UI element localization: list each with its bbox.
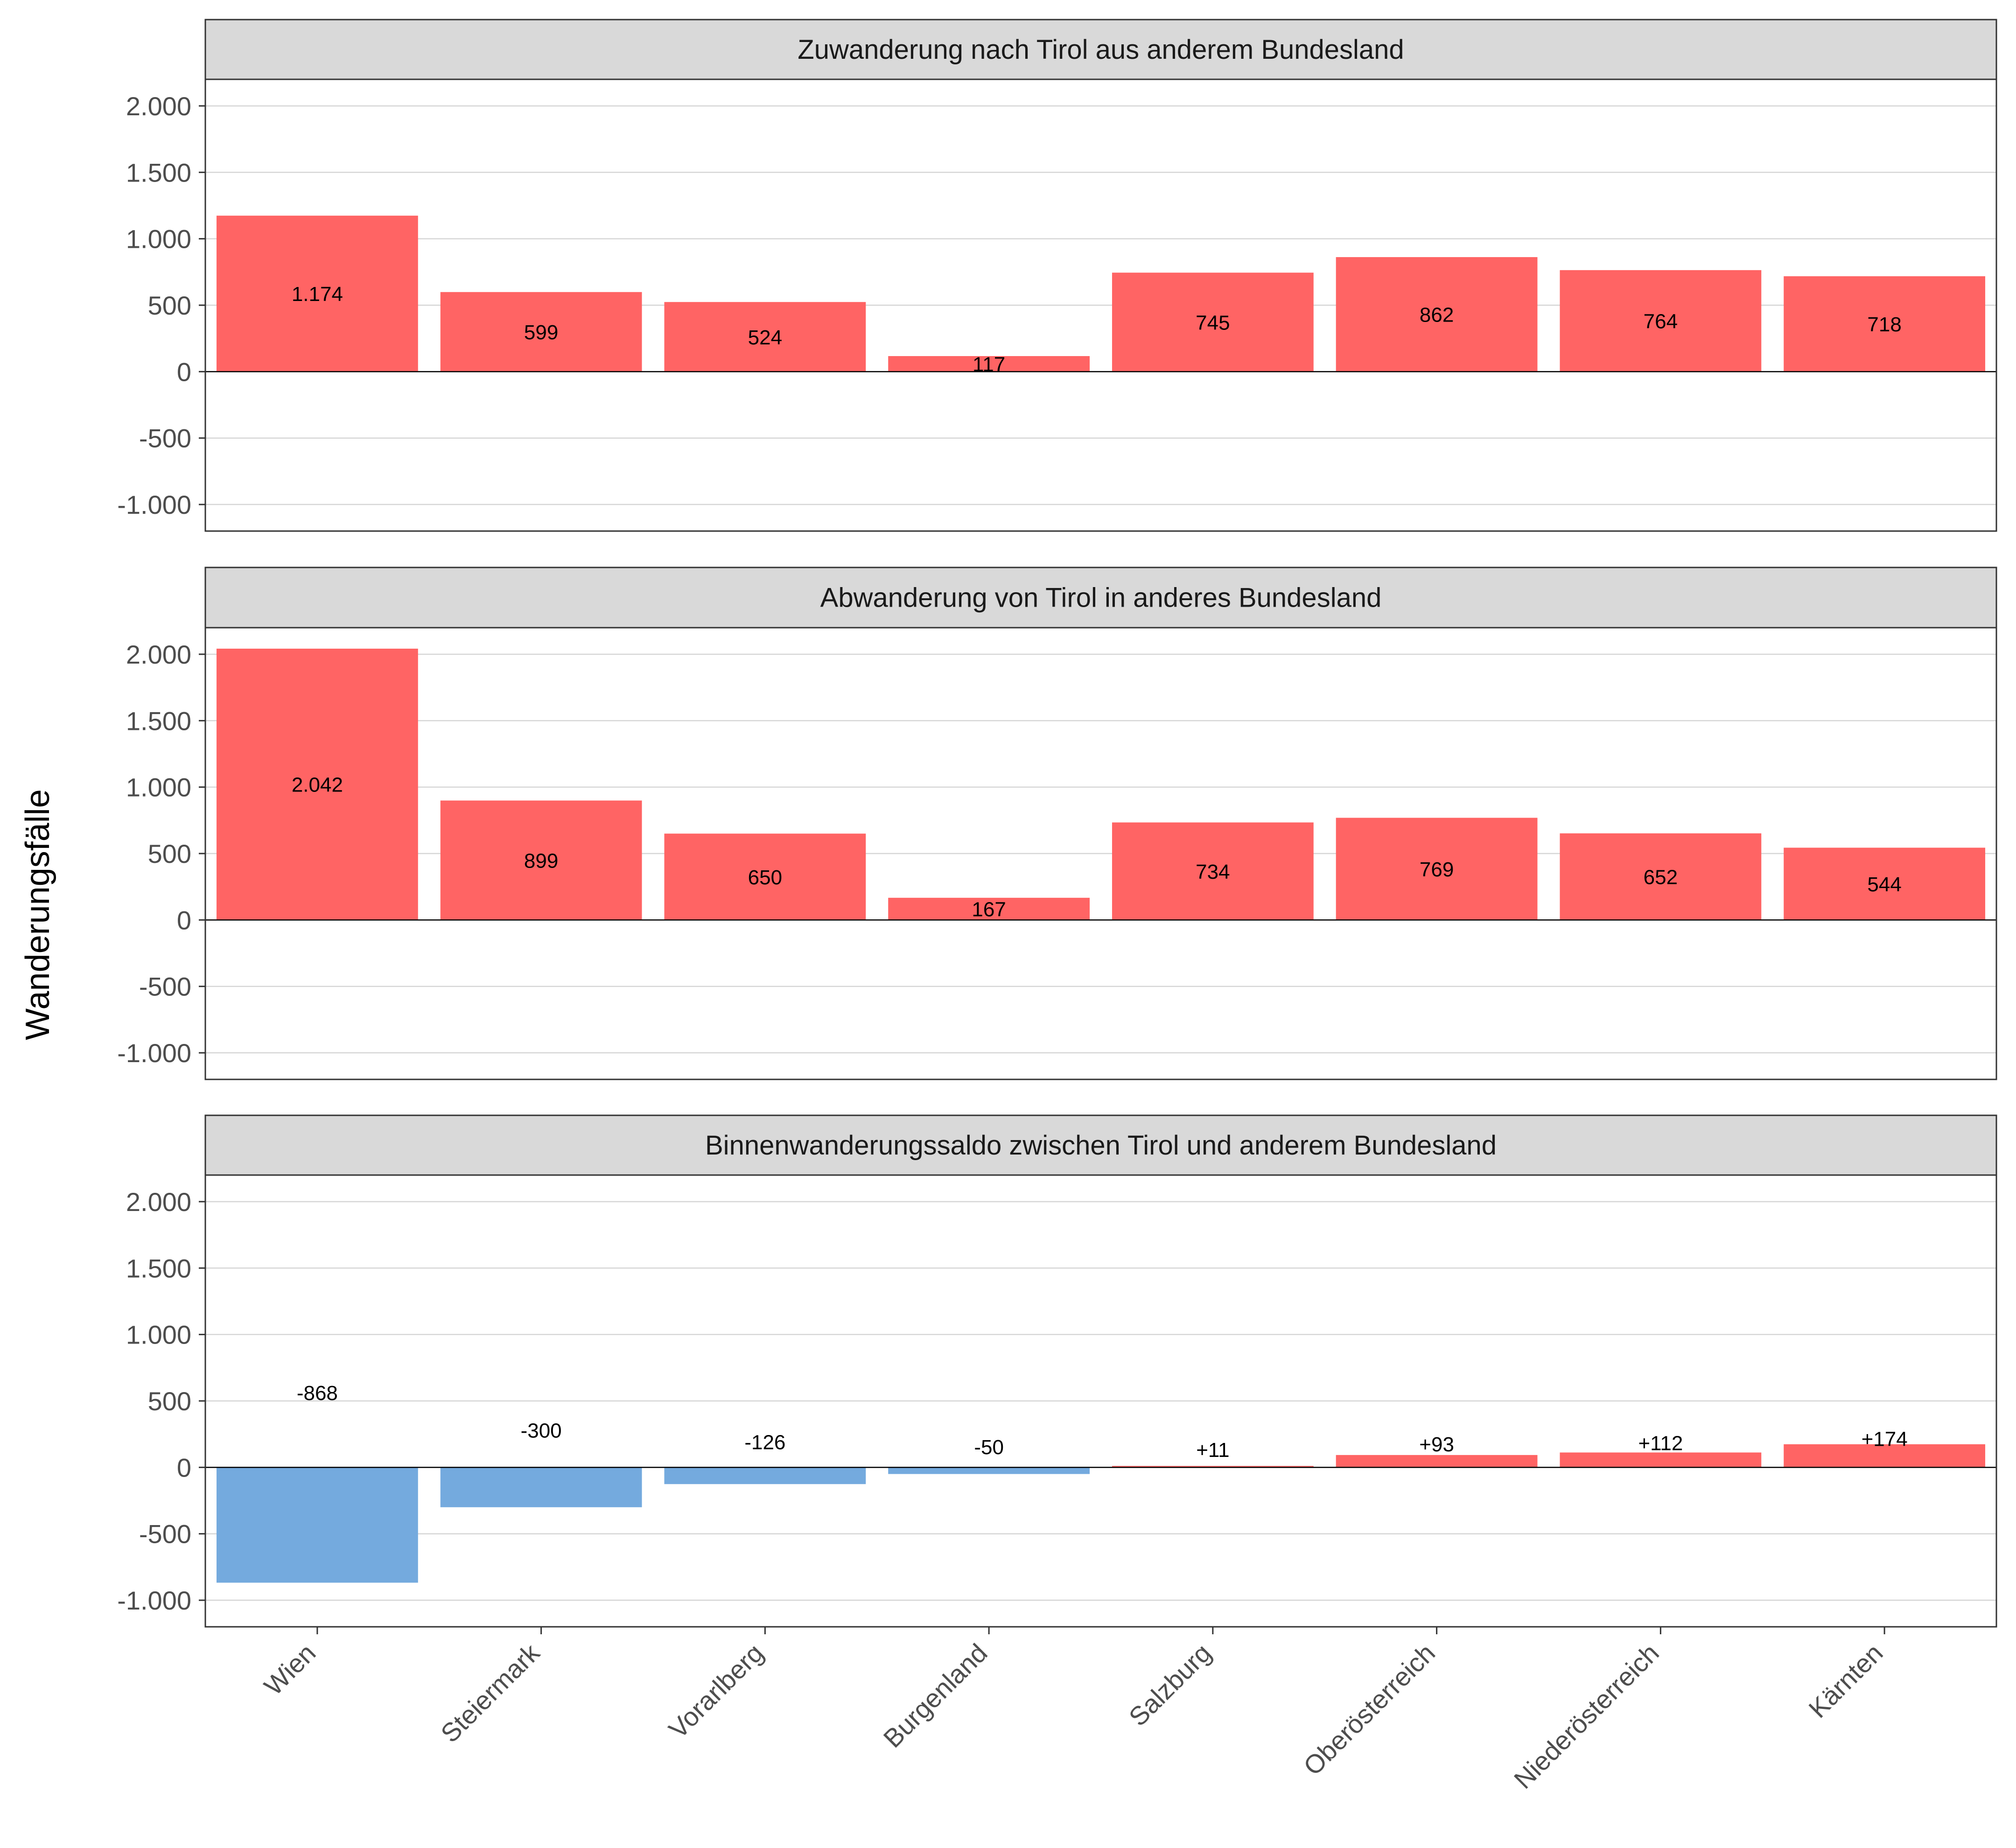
bar	[888, 1467, 1090, 1474]
data-label: 899	[524, 849, 558, 872]
y-axis-title: Wanderungsfälle	[19, 789, 56, 1040]
data-label: 544	[1867, 873, 1901, 896]
bar	[1560, 833, 1762, 920]
data-label: 2.042	[292, 774, 343, 797]
bar	[1784, 276, 1986, 372]
panel-border	[204, 78, 1997, 532]
y-tick-label: -500	[139, 424, 191, 453]
bar	[440, 292, 642, 372]
x-tick-label: Steiermark	[435, 1638, 546, 1748]
data-label: 599	[524, 321, 558, 344]
y-tick-label: 500	[148, 839, 191, 868]
bar	[664, 302, 866, 372]
y-tick-label: 2.000	[126, 91, 191, 121]
bar	[440, 800, 642, 920]
panel-strip	[204, 19, 1997, 80]
data-label: 117	[973, 353, 1005, 376]
y-tick-label: -500	[139, 972, 191, 1001]
x-tick-label: Wien	[259, 1638, 322, 1701]
data-label: 734	[1196, 861, 1230, 883]
y-tick-label: 1.000	[126, 224, 191, 254]
panel-title: Abwanderung von Tirol in anderes Bundesl…	[820, 583, 1382, 613]
bar	[1784, 847, 1986, 920]
y-tick-label: 2.000	[126, 1187, 191, 1217]
y-tick-label: 500	[148, 1386, 191, 1416]
y-tick-label: -1.000	[117, 1586, 191, 1615]
panel-border	[204, 627, 1997, 1080]
data-label: +112	[1638, 1432, 1683, 1455]
data-label: 167	[972, 898, 1006, 921]
y-tick-label: 1.500	[126, 158, 191, 187]
bar	[440, 1467, 642, 1507]
bar	[1560, 1452, 1762, 1468]
data-label: 650	[748, 866, 782, 889]
y-tick-label: -1.000	[117, 490, 191, 519]
bar	[216, 648, 418, 920]
data-label: +174	[1862, 1428, 1908, 1451]
bar	[1112, 822, 1314, 920]
bar	[1560, 270, 1762, 372]
x-tick-label: Kärnten	[1803, 1638, 1888, 1723]
data-label: +93	[1419, 1433, 1454, 1456]
y-tick-label: 1.000	[126, 773, 191, 802]
data-label: 764	[1644, 310, 1678, 333]
data-label: +11	[1196, 1439, 1229, 1462]
y-tick-label: 1.500	[126, 1253, 191, 1283]
data-label: 745	[1196, 311, 1230, 334]
data-label: 1.174	[292, 283, 343, 306]
bar	[1336, 818, 1538, 920]
bar	[1112, 1466, 1314, 1468]
y-tick-label: 0	[177, 905, 191, 935]
bar	[1112, 273, 1314, 372]
data-label: 769	[1420, 858, 1454, 881]
bar	[1336, 257, 1538, 372]
bar	[1336, 1455, 1538, 1468]
panel-strip	[204, 567, 1997, 629]
y-tick-label: -1.000	[117, 1038, 191, 1068]
panel-strip	[204, 1114, 1997, 1176]
data-label: -50	[974, 1436, 1004, 1459]
y-tick-label: 2.000	[126, 640, 191, 669]
data-label: 862	[1420, 304, 1454, 327]
y-tick-label: 500	[148, 291, 191, 320]
bar	[664, 1467, 866, 1484]
y-tick-label: 0	[177, 1453, 191, 1482]
y-tick-label: 1.000	[126, 1320, 191, 1350]
x-tick-label: Burgenland	[878, 1638, 993, 1753]
panel-border	[204, 1174, 1997, 1628]
bar	[216, 216, 418, 372]
x-tick-label: Salzburg	[1123, 1638, 1217, 1732]
data-label: 652	[1644, 866, 1678, 889]
y-tick-label: 1.500	[126, 706, 191, 735]
x-tick-label: Niederösterreich	[1508, 1638, 1665, 1794]
y-tick-label: -500	[139, 1519, 191, 1549]
panel-title: Zuwanderung nach Tirol aus anderem Bunde…	[798, 35, 1404, 65]
bar	[888, 356, 1090, 372]
panel-title: Binnenwanderungssaldo zwischen Tirol und…	[705, 1130, 1497, 1161]
x-tick-label: Vorarlberg	[663, 1638, 769, 1744]
bar	[664, 833, 866, 920]
bar	[216, 1467, 418, 1583]
data-label: -868	[297, 1382, 338, 1405]
bar	[888, 897, 1090, 920]
data-label: -126	[744, 1431, 785, 1454]
data-label: -300	[521, 1420, 562, 1442]
bar	[1784, 1444, 1986, 1468]
data-label: 524	[748, 326, 782, 349]
data-label: 718	[1867, 313, 1901, 336]
x-tick-label: Oberösterreich	[1298, 1638, 1441, 1781]
y-tick-label: 0	[177, 357, 191, 386]
